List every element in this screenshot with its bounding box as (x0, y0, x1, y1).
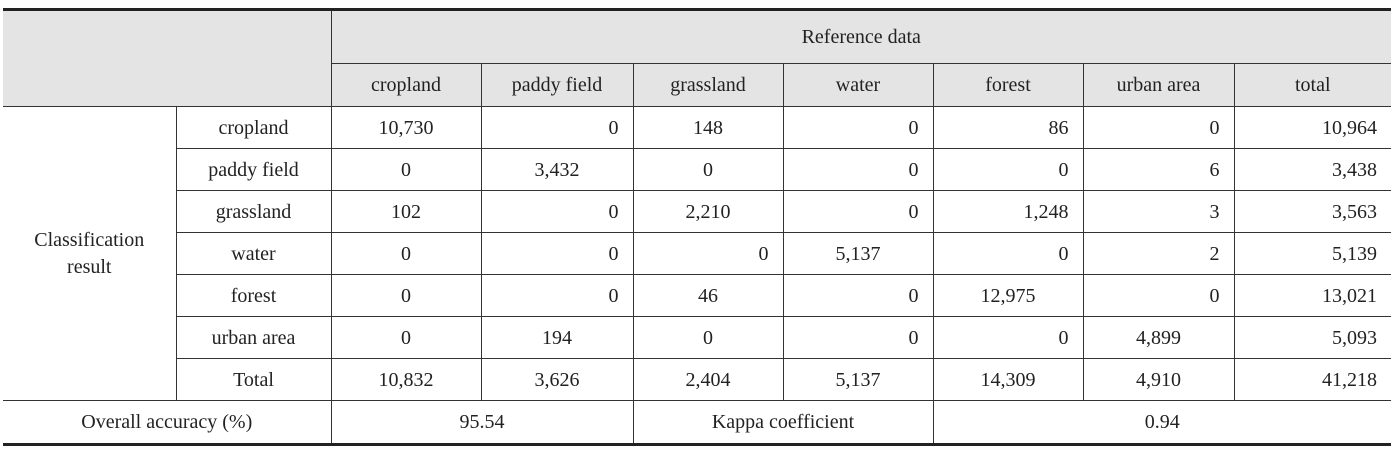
table-cell: 5,139 (1233, 232, 1392, 275)
table-cell: 3,626 (480, 358, 634, 401)
reference-data-header: Reference data (330, 9, 1392, 64)
table-row: forest 0 0 46 0 12,975 0 13,021 (3, 274, 1392, 317)
table-row: paddy field 0 3,432 0 0 0 6 3,438 (3, 148, 1392, 191)
table-cell: 5,093 (1233, 316, 1392, 359)
table-cell: 14,309 (932, 358, 1084, 401)
table-cell: 0 (330, 316, 482, 359)
table-cell: 0 (480, 274, 634, 317)
table-cell: 0 (330, 232, 482, 275)
table-cell: 0 (480, 106, 634, 149)
classification-result-label: Classification result (3, 106, 177, 401)
row-label: Total (176, 358, 332, 401)
table-row: grassland 102 0 2,210 0 1,248 3 3,563 (3, 190, 1392, 233)
table-cell: 0 (782, 274, 934, 317)
table-cell: 194 (480, 316, 634, 359)
kappa-coefficient-label: Kappa coefficient (632, 400, 934, 445)
table-cell: 0 (782, 148, 934, 191)
table-cell: 0 (1082, 274, 1235, 317)
table-cell: 0 (480, 232, 634, 275)
row-label: urban area (176, 316, 332, 359)
table-cell: 2,210 (632, 190, 784, 233)
table-cell: 0 (632, 148, 784, 191)
column-header: cropland (331, 63, 482, 107)
table-cell: 3,438 (1233, 148, 1392, 191)
table-cell: 5,137 (782, 232, 934, 275)
table-cell: 0 (632, 232, 784, 275)
table-cell: 0 (932, 316, 1084, 359)
table-cell: 2 (1082, 232, 1235, 275)
table-cell: 46 (632, 274, 784, 317)
table-cell: 0 (1082, 106, 1235, 149)
row-label: paddy field (176, 148, 332, 191)
table-cell: 2,404 (632, 358, 784, 401)
kappa-coefficient-value: 0.94 (932, 400, 1392, 445)
header-corner-cell (3, 9, 332, 107)
table-cell: 0 (782, 316, 934, 359)
table-cell: 86 (932, 106, 1084, 149)
confusion-matrix-table: Reference data cropland paddy field gras… (3, 8, 1392, 446)
table-cell: 10,730 (330, 106, 482, 149)
table-row: Classification result cropland 10,730 0 … (3, 106, 1392, 401)
table-row: water 0 0 0 5,137 0 2 5,139 (3, 232, 1392, 275)
table-cell: 6 (1082, 148, 1235, 191)
table-cell: 3,432 (480, 148, 634, 191)
column-header: total (1233, 63, 1392, 107)
table-cell: 4,910 (1082, 358, 1235, 401)
accuracy-row: Overall accuracy (%) 95.54 Kappa coeffic… (3, 400, 1392, 445)
table-cell: 0 (932, 148, 1084, 191)
overall-accuracy-label: Overall accuracy (%) (3, 400, 332, 445)
column-header: forest (932, 63, 1084, 107)
row-label: forest (176, 274, 332, 317)
table-cell: 12,975 (932, 274, 1084, 317)
column-header: water (782, 63, 934, 107)
table-cell: 10,832 (330, 358, 482, 401)
table-cell: 0 (330, 274, 482, 317)
table-cell: 0 (330, 148, 482, 191)
table-cell: 0 (932, 232, 1084, 275)
row-label: cropland (175, 106, 332, 149)
table-row: urban area 0 194 0 0 0 4,899 5,093 (3, 316, 1392, 359)
table-cell: 4,899 (1082, 316, 1235, 359)
row-label: grassland (176, 190, 332, 233)
table-cell: 0 (632, 316, 784, 359)
table-cell: 3 (1082, 190, 1235, 233)
table-cell: 5,137 (782, 358, 934, 401)
row-label: water (176, 232, 332, 275)
table-cell: 10,964 (1233, 106, 1392, 149)
table-cell: 0 (782, 190, 934, 233)
table-cell: 41,218 (1233, 358, 1392, 401)
table-cell: 0 (782, 106, 934, 149)
table-cell: 3,563 (1233, 190, 1392, 233)
table-cell: 0 (480, 190, 634, 233)
column-header: paddy field (480, 63, 634, 107)
table-cell: 13,021 (1233, 274, 1392, 317)
overall-accuracy-value: 95.54 (330, 400, 634, 445)
table-cell: 1,248 (932, 190, 1084, 233)
table-cell: 148 (632, 106, 784, 149)
table-row-total: Total 10,832 3,626 2,404 5,137 14,309 4,… (3, 358, 1392, 401)
column-header: grassland (632, 63, 784, 107)
table-cell: 102 (330, 190, 482, 233)
column-header: urban area (1082, 63, 1235, 107)
